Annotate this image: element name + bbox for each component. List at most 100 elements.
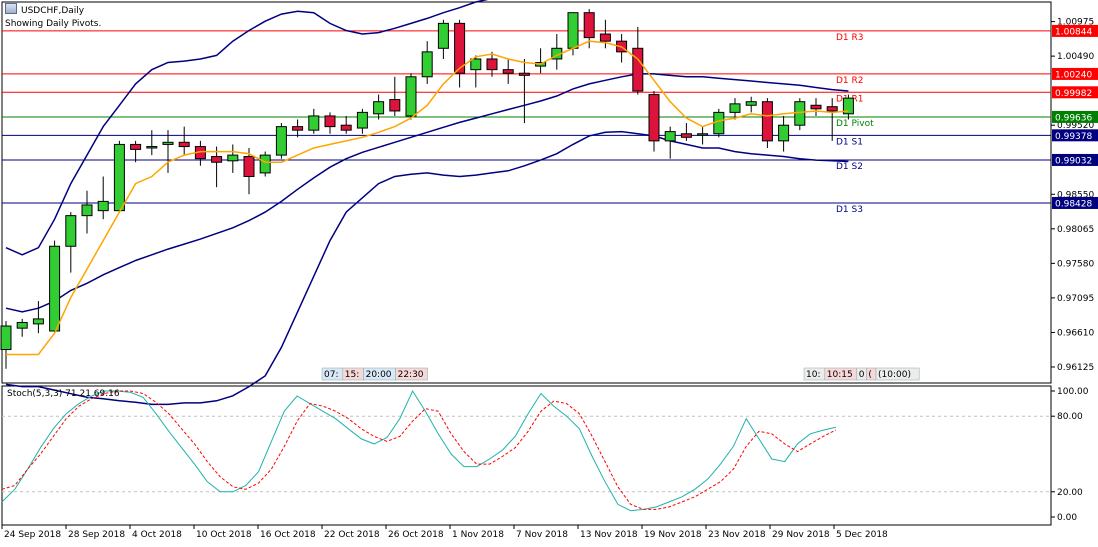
pivot-price-label: 1.00844 — [1055, 27, 1092, 37]
stochastic-title: Stoch(5,3,3) 71.21 69.16 — [7, 389, 120, 399]
candle-body — [632, 47, 644, 92]
candle-body — [389, 99, 401, 112]
pivot-price-badge — [1052, 129, 1098, 142]
pivot-price-label: 0.99032 — [1055, 156, 1092, 166]
candle-body — [745, 101, 757, 106]
session-time-label: 15: — [345, 370, 359, 380]
time-tick-label: 23 Nov 2018 — [708, 530, 766, 540]
time-tick-label: 1 Nov 2018 — [452, 530, 504, 540]
candle-body — [32, 318, 44, 325]
pivot-price-badge — [1052, 86, 1098, 99]
pivot-label: D1 S1 — [836, 137, 863, 147]
stoch-tick-label: 20.00 — [1057, 488, 1083, 498]
candle-body — [130, 143, 142, 150]
pivot-label: D1 S3 — [836, 205, 863, 215]
time-tick-label: 7 Nov 2018 — [516, 530, 568, 540]
candle-body — [778, 124, 790, 142]
candle-body — [16, 321, 28, 329]
price-tick-label: 0.99520 — [1057, 121, 1094, 131]
bollinger-middle-band — [5, 73, 849, 313]
candle-body — [826, 106, 838, 112]
pivot-price-label: 1.00240 — [1055, 70, 1092, 80]
pivot-price-badge — [1052, 110, 1098, 123]
time-tick-label: 29 Nov 2018 — [772, 530, 830, 540]
session-time-label: 20:00 — [366, 370, 392, 380]
time-tick-label: 4 Oct 2018 — [132, 530, 182, 540]
stoch-tick-label: 80.00 — [1057, 412, 1083, 422]
candle-body — [454, 22, 466, 74]
candle-body — [486, 58, 498, 71]
chart-header: USDCHF,Daily Showing Daily Pivots. — [5, 3, 101, 31]
candle-body — [356, 111, 368, 129]
candle-body — [761, 101, 773, 142]
candle-body — [518, 72, 530, 76]
candle-body — [470, 58, 482, 71]
price-tick-label: 0.96610 — [1057, 328, 1094, 338]
session-box — [875, 367, 920, 381]
price-tick-label: 1.00490 — [1057, 52, 1094, 62]
pivot-price-badge — [1052, 24, 1098, 37]
candle-body — [680, 133, 692, 138]
main-pane-frame — [1, 1, 1052, 384]
candle-body — [97, 200, 109, 212]
chart-subtitle: Showing Daily Pivots. — [5, 19, 102, 29]
candle-body — [373, 101, 385, 115]
chart-title-line: USDCHF,Daily — [5, 3, 101, 17]
session-time-label: (10:00) — [878, 370, 911, 380]
candle-body — [421, 51, 433, 78]
pivot-price-badge — [1052, 67, 1098, 80]
candle-body — [405, 76, 417, 117]
price-tick-label: 0.96125 — [1057, 363, 1094, 373]
candle-body — [243, 156, 255, 177]
price-tick-label: 0.97580 — [1057, 259, 1094, 269]
time-tick-label: 28 Sep 2018 — [68, 530, 125, 540]
time-tick-label: 22 Oct 2018 — [324, 530, 380, 540]
candle-body — [697, 133, 709, 136]
time-tick-label: 16 Oct 2018 — [260, 530, 316, 540]
session-time-label: 0 — [859, 370, 865, 380]
time-tick-label: 24 Sep 2018 — [4, 530, 61, 540]
pivot-price-badge — [1052, 196, 1098, 209]
candle-body — [211, 156, 223, 163]
pivot-price-label: 0.98428 — [1055, 199, 1092, 209]
candle-body — [49, 245, 61, 332]
price-tick-label: 0.98550 — [1057, 190, 1094, 200]
stoch-signal-line — [1, 390, 837, 510]
stoch-pane-frame — [1, 385, 1052, 526]
session-time-label: 22:30 — [398, 370, 424, 380]
price-tick-label: 1.00975 — [1057, 18, 1094, 28]
session-time-label: ( — [868, 370, 872, 380]
time-tick-label: 10 Oct 2018 — [196, 530, 252, 540]
candle-body — [437, 22, 449, 49]
candle-body — [275, 126, 287, 156]
candle-body — [648, 94, 660, 142]
candle-body — [842, 97, 854, 115]
candle-body — [292, 126, 304, 131]
session-time-label: 10: — [806, 370, 820, 380]
candle-body — [178, 141, 190, 148]
time-tick-label: 5 Dec 2018 — [836, 530, 888, 540]
session-time-label: 07: — [324, 370, 338, 380]
candle-body — [65, 215, 77, 247]
candle-body — [259, 154, 271, 174]
time-tick-label: 19 Nov 2018 — [644, 530, 702, 540]
pivot-price-label: 0.99636 — [1055, 113, 1092, 123]
candle-body — [599, 33, 611, 42]
session-box — [395, 367, 428, 381]
candle-body — [729, 103, 741, 113]
chart-title: USDCHF,Daily — [21, 6, 85, 16]
pivot-label: D1 R2 — [836, 76, 864, 86]
candle-body — [162, 141, 174, 145]
candle-body — [502, 69, 514, 74]
bollinger-lower-band — [5, 130, 849, 406]
chart-window-icon — [5, 3, 17, 14]
time-tick-label: 26 Oct 2018 — [388, 530, 444, 540]
candle-body — [81, 204, 93, 217]
candle-body — [810, 104, 822, 110]
candle-body — [567, 12, 579, 49]
candle-body — [0, 325, 12, 351]
price-tick-label: 0.98065 — [1057, 225, 1094, 235]
candle-body — [324, 115, 336, 128]
stoch-tick-label: 100.00 — [1057, 387, 1089, 397]
